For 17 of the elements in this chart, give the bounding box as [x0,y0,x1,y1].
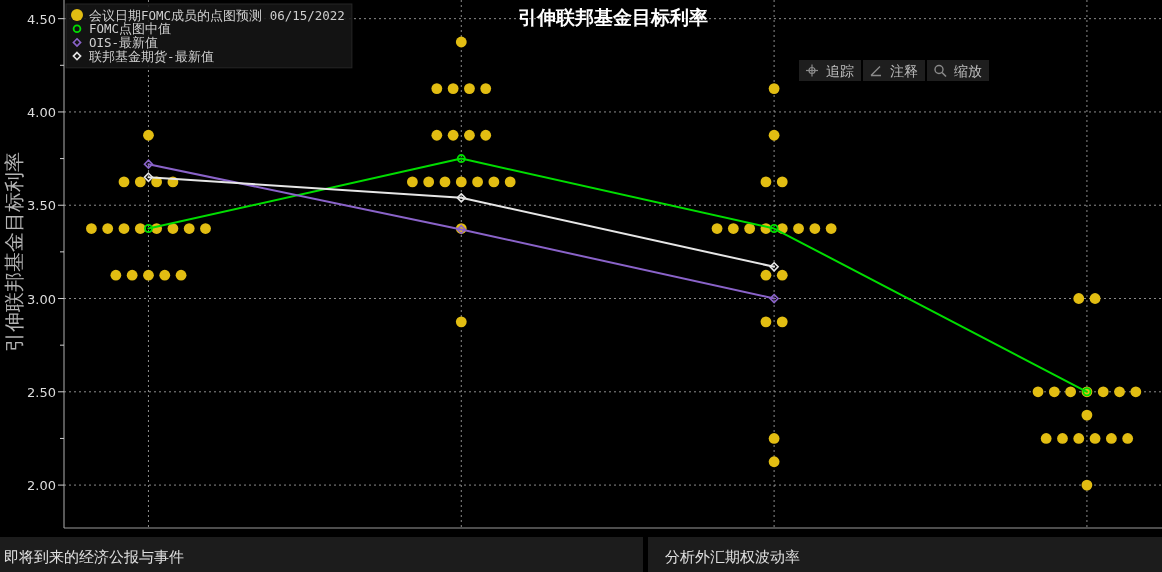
legend-label: OIS-最新值 [89,34,159,50]
legend-label: 会议日期FOMC成员的点图预测 06/15/2022 [89,7,345,23]
y-axis-title: 引伸联邦基金目标利率 [2,152,26,352]
y-tick-label: 2.50 [27,384,56,400]
legend-label: FOMC点图中值 [89,21,172,37]
text: 即将到来的经济公报与事件 [4,548,184,566]
y-tick-label: 4.00 [27,104,56,120]
y-tick-label: 3.00 [27,291,56,307]
annotation: 缩放 [954,62,982,79]
legend-label: 联邦基金期货-最新值 [89,48,214,64]
chart-title: 引伸联邦基金目标利率 [518,6,708,28]
text: 分析外汇期权波动率 [665,548,800,566]
y-tick-label: 3.50 [27,198,56,214]
annotation: 注释 [890,62,918,79]
y-tick-label: 2.00 [27,478,56,494]
annotation: 追踪 [826,62,854,79]
y-tick-label: 4.50 [27,11,56,27]
